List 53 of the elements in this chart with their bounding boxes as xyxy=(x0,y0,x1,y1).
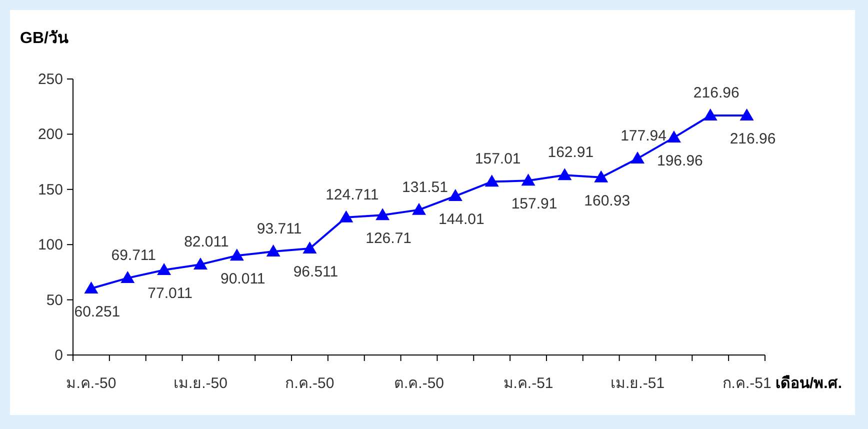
data-label: 162.91 xyxy=(548,144,594,162)
point xyxy=(558,168,572,180)
data-label: 177.94 xyxy=(620,128,666,145)
point xyxy=(521,174,536,186)
data-label: 124.711 xyxy=(326,186,379,204)
data-label: 90.011 xyxy=(220,270,266,288)
data-label: 216.96 xyxy=(693,84,740,102)
point xyxy=(703,108,718,120)
x-tick-label: ต.ค.-50 xyxy=(394,375,444,392)
point xyxy=(484,174,499,187)
point xyxy=(630,152,645,164)
x-tick-label: เม.ย.-50 xyxy=(173,375,228,392)
y-tick-label: 150 xyxy=(38,181,63,198)
data-label: 216.96 xyxy=(730,130,776,148)
point xyxy=(157,262,172,275)
y-tick-label: 0 xyxy=(54,347,63,364)
x-tick-label: ม.ค.-50 xyxy=(66,375,116,392)
data-label: 69.711 xyxy=(111,247,156,264)
data-label: 131.51 xyxy=(402,178,448,196)
x-tick-label: ก.ค.-50 xyxy=(285,375,334,392)
point xyxy=(266,244,280,257)
data-label: 157.91 xyxy=(511,196,558,213)
data-label: 157.01 xyxy=(474,150,521,168)
y-tick-label: 250 xyxy=(38,71,63,88)
y-tick-label: 100 xyxy=(38,236,63,254)
data-label: 93.711 xyxy=(256,220,302,238)
point xyxy=(120,271,135,284)
data-label: 160.93 xyxy=(584,192,630,210)
point xyxy=(302,241,317,254)
point xyxy=(412,202,426,215)
point xyxy=(448,189,462,202)
x-axis-title: เดือน/พ.ศ. xyxy=(775,375,842,392)
point xyxy=(193,257,208,270)
data-label: 196.96 xyxy=(657,152,703,170)
point xyxy=(376,208,390,220)
y-axis-title: GB/วัน xyxy=(20,29,68,47)
data-label: 77.011 xyxy=(148,284,192,302)
x-tick-label: ม.ค.-51 xyxy=(503,375,554,392)
point xyxy=(339,210,354,222)
point xyxy=(666,130,681,143)
data-label: 82.011 xyxy=(184,233,229,250)
data-label: 96.511 xyxy=(293,263,338,280)
x-tick-label: ก.ค.-51 xyxy=(722,375,772,392)
data-label: 144.01 xyxy=(438,211,484,228)
data-label: 60.251 xyxy=(74,303,120,320)
x-tick-label: เม.ย.-51 xyxy=(610,375,665,392)
data-label: 126.71 xyxy=(366,230,412,248)
y-tick-label: 50 xyxy=(46,292,63,309)
y-tick-label: 200 xyxy=(38,126,63,144)
point xyxy=(594,170,608,182)
point xyxy=(740,108,754,120)
point xyxy=(84,281,98,294)
point xyxy=(230,248,244,261)
